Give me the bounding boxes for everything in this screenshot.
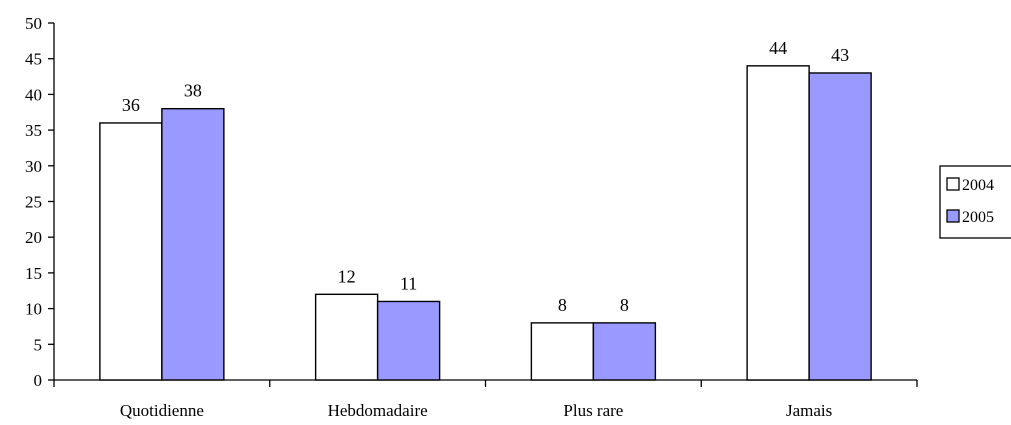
y-tick-label: 40 [25, 85, 42, 104]
x-category-label: Quotidienne [120, 401, 204, 420]
y-axis: 0 5 10 15 20 25 30 35 40 45 50 [25, 14, 55, 390]
y-tick-label: 20 [25, 228, 42, 247]
data-label: 12 [338, 266, 356, 286]
y-tick-label: 10 [25, 300, 42, 319]
bar-2005-jamais [808, 72, 872, 381]
x-category-label: Hebdomadaire [328, 401, 428, 420]
data-label: 8 [620, 295, 629, 315]
data-label: 36 [122, 95, 140, 115]
bar-2005-plus-rare [592, 322, 657, 381]
y-tick-label: 5 [34, 335, 43, 354]
y-tick-label: 35 [25, 121, 42, 140]
data-label: 8 [558, 295, 567, 315]
y-tick-label: 50 [25, 14, 42, 33]
y-tick-label: 15 [25, 264, 42, 283]
y-tick-label: 30 [25, 157, 42, 176]
data-label: 43 [831, 45, 849, 65]
legend-label-2005: 2005 [962, 209, 994, 226]
y-tick-label: 25 [25, 193, 42, 212]
bar-2004-hebdomadaire [314, 293, 379, 381]
data-label: 11 [400, 273, 417, 293]
x-category-label: Jamais [786, 401, 832, 420]
bar-2004-plus-rare [530, 322, 595, 381]
y-tick-label: 0 [34, 371, 43, 390]
data-label: 38 [184, 81, 202, 101]
y-tick-label: 45 [25, 50, 42, 69]
x-axis: Quotidienne Hebdomadaire Plus rare Jamais [53, 379, 918, 420]
bar-2004-quotidienne [99, 122, 163, 381]
legend-swatch-2005 [946, 209, 960, 223]
data-label: 44 [769, 38, 787, 58]
bar-2004-jamais [746, 65, 810, 381]
x-category-label: Plus rare [563, 401, 623, 420]
legend-swatch-2004 [946, 177, 960, 191]
legend: 2004 2005 [939, 165, 1011, 239]
bar-2005-hebdomadaire [376, 300, 441, 381]
legend-label-2004: 2004 [962, 177, 994, 194]
data-labels: 36 38 12 11 8 8 44 43 [122, 38, 849, 315]
bar-2005-quotidienne [161, 107, 225, 381]
bars [99, 65, 872, 381]
